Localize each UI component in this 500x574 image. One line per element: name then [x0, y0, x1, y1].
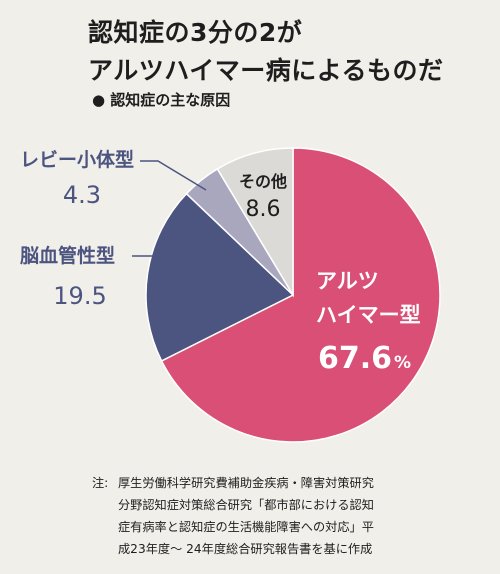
footnote-prefix: 注: — [92, 476, 109, 490]
other-value: 8.6 — [246, 197, 281, 222]
slice-vascular — [145, 192, 295, 362]
lewy-body-label: レビー小体型 — [20, 148, 134, 171]
lewy-body-leader-line — [140, 160, 207, 191]
other-label: その他 — [239, 172, 287, 191]
alzheimer-label-line1: アルツ — [316, 269, 379, 293]
footnote-text: 厚生労働科学研究費補助金疾病・障害対策研究 分野認知症対策総合研究「都市部におけ… — [118, 476, 374, 556]
slice-alzheimer — [160, 147, 441, 443]
chart-subtitle: ● 認知症の主な原因 — [92, 91, 231, 109]
vascular-label: 脳血管性型 — [19, 244, 115, 267]
vascular-value: 19.5 — [53, 282, 106, 310]
lewy-body-value: 4.3 — [63, 181, 101, 209]
alzheimer-label-line2: ハイマー型 — [316, 303, 421, 327]
footnote: 注: 厚生労働科学研究費補助金疾病・障害対策研究 分野認知症対策総合研究「都市部… — [92, 472, 492, 560]
slice-other — [216, 147, 294, 298]
alzheimer-unit: % — [394, 353, 411, 373]
title-line-1: 認知症の3分の2が — [88, 18, 303, 47]
title-line-2: アルツハイマー病によるものだ — [88, 56, 444, 85]
chart-title: 認知症の3分の2が アルツハイマー病によるものだ — [88, 14, 444, 90]
